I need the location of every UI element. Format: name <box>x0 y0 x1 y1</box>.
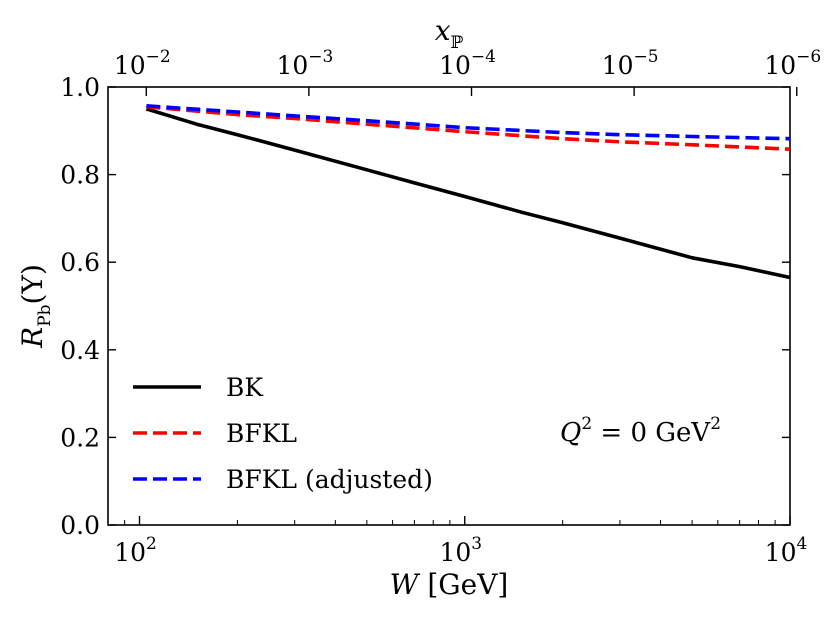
top-tick-exponent: −6 <box>796 47 821 67</box>
x-axis-label: W [GeV] <box>390 568 509 601</box>
x-tick-base: 10 <box>114 538 146 567</box>
series-layer <box>133 104 791 481</box>
x-tick-label: 103 <box>439 534 482 567</box>
top-tick-base: 10 <box>114 51 146 80</box>
top-tick-exponent: −4 <box>471 47 496 67</box>
top-tick-base: 10 <box>276 51 308 80</box>
legend-label: BFKL (adjusted) <box>226 465 433 494</box>
x-tick-exponent: 4 <box>796 534 807 554</box>
top-tick-base: 10 <box>439 51 471 80</box>
top-axis-label: xℙ <box>435 14 464 53</box>
series-line-bk <box>145 107 791 280</box>
y-axis-label: RPb(Υ) <box>16 264 55 349</box>
x-tick-exponent: 2 <box>146 534 157 554</box>
y-tick-label: 0.8 <box>60 161 100 190</box>
series-line-bfkl-adjusted <box>146 104 791 141</box>
x-tick-label: 102 <box>114 534 157 567</box>
top-tick-label: 10−5 <box>602 47 659 80</box>
x-tick-exponent: 3 <box>471 534 482 554</box>
axes-layer <box>107 86 798 526</box>
legend-label: BK <box>226 373 264 402</box>
series-line-bfkl <box>146 104 791 151</box>
top-label-sub: ℙ <box>451 33 464 53</box>
top-tick-label: 10−2 <box>114 47 171 80</box>
x-tick-base: 10 <box>765 538 797 567</box>
y-tick-label: 0.0 <box>60 511 100 540</box>
top-tick-label: 10−6 <box>764 47 821 80</box>
top-tick-label: 10−4 <box>439 47 496 80</box>
y-tick-label: 1.0 <box>60 73 100 102</box>
top-label-var: x <box>435 14 451 47</box>
top-tick-exponent: −3 <box>308 47 333 67</box>
y-label-arg: (Υ) <box>16 264 49 304</box>
top-tick-base: 10 <box>764 51 796 80</box>
x-label-unit: [GeV] <box>418 568 508 601</box>
annotation-q2: Q2 = 0 GeV2 <box>560 414 721 448</box>
annotation-exp: 2 <box>581 414 592 434</box>
legend-label: BFKL <box>226 419 297 448</box>
plot-frame <box>107 86 791 526</box>
top-tick-exponent: −2 <box>146 47 171 67</box>
x-tick-base: 10 <box>439 538 471 567</box>
top-tick-exponent: −5 <box>634 47 659 67</box>
annotation-rhs-exp: 2 <box>710 414 721 434</box>
top-tick-label: 10−3 <box>276 47 333 80</box>
top-tick-base: 10 <box>602 51 634 80</box>
y-tick-label: 0.2 <box>60 423 100 452</box>
y-tick-label: 0.6 <box>60 248 100 277</box>
x-tick-label: 104 <box>765 534 808 567</box>
y-tick-label: 0.4 <box>60 336 100 365</box>
x-label-var: W <box>390 568 421 601</box>
y-label-var: R <box>16 327 49 349</box>
annotation-var: Q <box>560 418 581 448</box>
annotation-rhs: = 0 GeV <box>592 418 711 448</box>
y-label-sub: Pb <box>35 304 55 326</box>
